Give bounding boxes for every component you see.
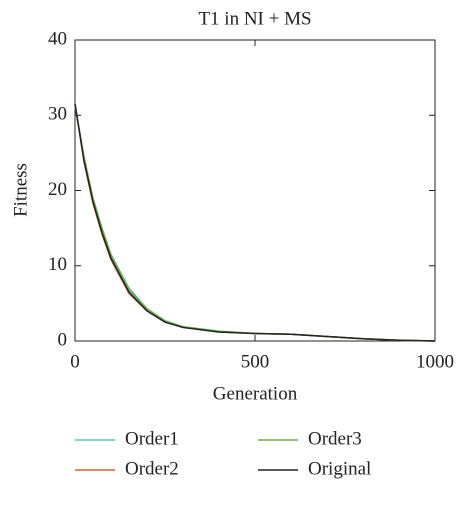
legend-label: Order2 [125, 458, 179, 479]
y-axis-label: Fitness [10, 163, 31, 217]
y-tick-label: 40 [48, 28, 67, 49]
legend-label: Original [308, 458, 371, 479]
x-axis-label: Generation [213, 383, 298, 404]
x-tick-label: 0 [70, 351, 80, 372]
series-line [74, 103, 436, 342]
legend-label: Order1 [125, 428, 179, 449]
y-tick-label: 30 [48, 104, 67, 125]
series-line [74, 104, 436, 342]
plot-frame [74, 39, 436, 342]
y-tick-label: 0 [58, 329, 68, 350]
chart-title: T1 in NI + MS [198, 8, 311, 29]
y-tick-label: 10 [48, 254, 67, 275]
series-line [74, 105, 436, 342]
legend-label: Order3 [308, 428, 362, 449]
series-line [74, 103, 436, 342]
y-tick-label: 20 [48, 179, 67, 200]
x-tick-label: 500 [241, 351, 270, 372]
x-tick-label: 1000 [416, 351, 454, 372]
